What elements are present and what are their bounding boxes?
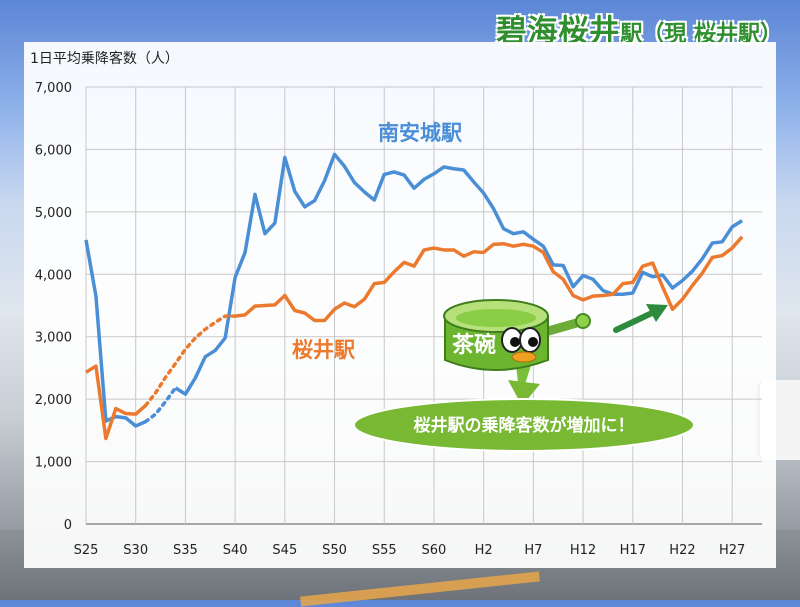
x-tick-label: S30: [123, 543, 148, 558]
series-dotted-minami: [143, 386, 178, 424]
mascot-pupil-left: [510, 337, 520, 347]
series-label-sakurai: 桜井駅: [292, 338, 356, 362]
y-tick-label: 1,000: [35, 456, 72, 471]
y-tick-label: 5,000: [35, 206, 72, 221]
trend-arrow-shaft: [613, 310, 655, 333]
y-axis-label: 1日平均乗降客数（人）: [30, 51, 179, 67]
mascot-hand: [575, 313, 591, 329]
title-suffix: 駅: [620, 22, 643, 47]
trend-arrow-head: [646, 304, 668, 322]
y-tick-label: 4,000: [35, 268, 72, 283]
series-line-minami: [174, 152, 744, 396]
x-tick-label: H12: [570, 543, 596, 558]
x-tick-label: S45: [272, 543, 297, 558]
x-tick-label: H22: [669, 543, 695, 558]
x-tick-label: H2: [475, 543, 493, 558]
x-tick-label: S25: [74, 543, 99, 558]
series-line-sakurai: [234, 235, 744, 323]
mascot-label: 茶碗: [452, 332, 496, 358]
mascot-beak: [511, 351, 537, 363]
series-line-sakurai: [85, 364, 147, 441]
mascot-tea: [456, 309, 536, 327]
y-tick-label: 2,000: [35, 393, 72, 408]
x-tick-label: S40: [223, 543, 248, 558]
x-tick-label: H7: [524, 543, 542, 558]
mascot-arm: [540, 317, 585, 337]
y-tick-label: 7,000: [35, 81, 72, 96]
x-tick-label: S60: [422, 543, 447, 558]
x-tick-label: S55: [372, 543, 397, 558]
series-line-minami: [84, 239, 147, 428]
y-tick-label: 0: [64, 518, 72, 533]
callout-text: 桜井駅の乗降客数が増加に！: [414, 415, 635, 436]
callout: 桜井駅の乗降客数が増加に！: [353, 380, 695, 452]
y-tick-label: 3,000: [35, 331, 72, 346]
series-label-minami: 南安城駅: [378, 121, 463, 145]
mascot-pupil-right: [528, 337, 538, 347]
x-tick-label: S35: [173, 543, 198, 558]
callout-tail: [508, 380, 540, 406]
series-dotted-sakurai: [143, 314, 237, 408]
x-tick-label: S50: [322, 543, 347, 558]
y-tick-label: 6,000: [35, 143, 72, 158]
x-tick-label: H27: [719, 543, 745, 558]
callout-bubble: [353, 398, 695, 452]
trend-arrow: [613, 304, 668, 333]
x-tick-label: H17: [620, 543, 646, 558]
